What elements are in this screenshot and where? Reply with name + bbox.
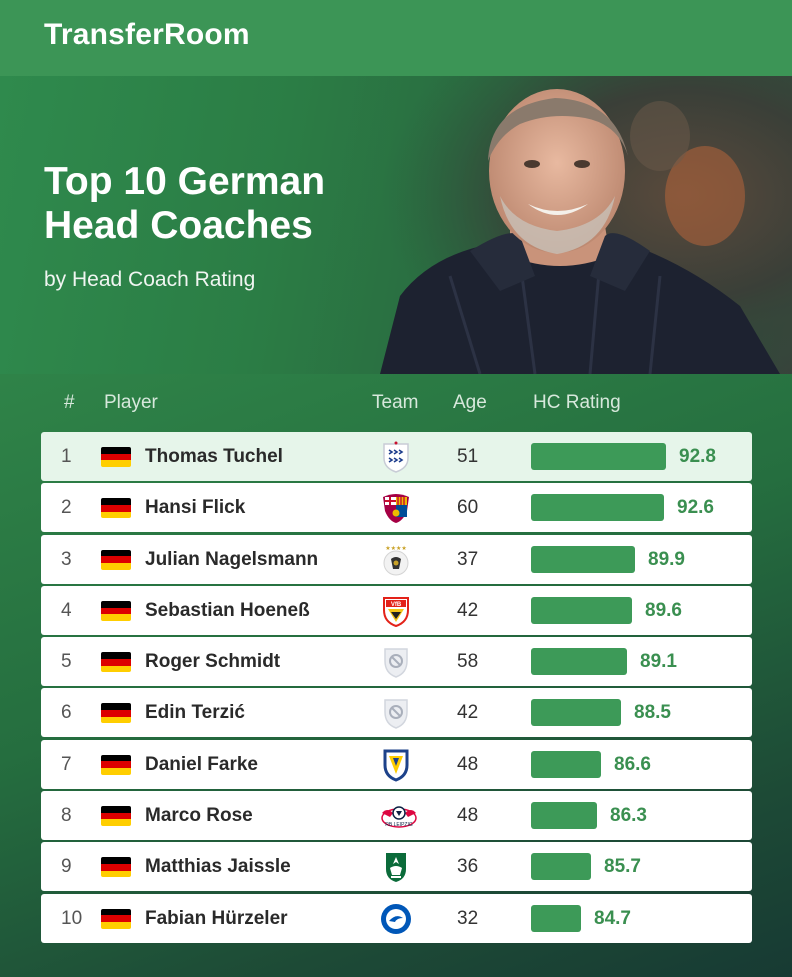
page-subtitle: by Head Coach Rating	[44, 268, 256, 291]
row-rating: 92.6	[677, 497, 714, 519]
leeds-crest-icon	[379, 748, 413, 782]
row-rating: 86.3	[610, 805, 647, 827]
table-row: 6 Edin Terzić 42 88.5	[41, 688, 752, 738]
row-player-name: Thomas Tuchel	[145, 446, 283, 467]
row-player-name: Edin Terzić	[145, 702, 245, 724]
rating-bar	[531, 853, 591, 881]
row-player-name: Daniel Farke	[145, 753, 258, 775]
svg-text:RB LEIPZIG: RB LEIPZIG	[385, 822, 413, 828]
table-row: 10 Fabian Hürzeler 32 84.7	[41, 893, 752, 943]
svg-text:VfB: VfB	[391, 602, 402, 608]
row-rating: 86.6	[614, 753, 651, 775]
page-title: Top 10 German Head Coaches	[44, 160, 384, 248]
table-row: 8 Marco Rose RB LEIPZIG 48 86.3	[41, 791, 752, 841]
row-player-name: Roger Schmidt	[145, 651, 281, 673]
row-age: 42	[457, 599, 479, 621]
row-rank: 9	[61, 856, 72, 878]
row-age: 58	[457, 651, 479, 673]
row-age: 51	[457, 446, 479, 467]
header-team: Team	[372, 392, 419, 413]
row-rank: 1	[61, 446, 72, 467]
al-ahli-crest-icon	[379, 850, 413, 884]
barcelona-crest-icon	[379, 491, 413, 525]
row-rating: 84.7	[594, 907, 631, 929]
germany-flag-icon	[101, 498, 131, 519]
germany-flag-icon	[101, 703, 131, 724]
row-rank: 7	[61, 753, 72, 775]
germany-flag-icon	[101, 447, 131, 467]
row-rank: 4	[61, 599, 72, 621]
germany-flag-icon	[101, 549, 131, 570]
table-row: 1 Thomas Tuchel 51 92.8	[41, 432, 752, 481]
row-age: 48	[457, 805, 479, 827]
row-age: 42	[457, 702, 479, 724]
svg-text:★★★★: ★★★★	[385, 545, 407, 552]
rating-bar	[531, 596, 632, 624]
row-rank: 10	[61, 907, 83, 929]
row-player-name: Sebastian Hoeneß	[145, 599, 310, 621]
row-age: 32	[457, 907, 479, 929]
table-row: 9 Matthias Jaissle 36 85.7	[41, 842, 752, 892]
rating-bar	[531, 494, 664, 522]
germany-flag-icon	[101, 600, 131, 621]
row-rating: 89.1	[640, 651, 677, 673]
germany-crest-icon: ★★★★	[379, 543, 413, 577]
row-rating: 92.8	[679, 446, 716, 467]
table-row: 5 Roger Schmidt 58 89.1	[41, 637, 752, 687]
unavailable-crest-icon	[379, 645, 413, 679]
page-title-line-2: Head Coaches	[44, 204, 313, 247]
table-row: 2 Hansi Flick 60 92.6	[41, 483, 752, 533]
top-bar: TransferRoom	[0, 0, 792, 76]
leipzig-crest-icon: RB LEIPZIG	[379, 799, 417, 833]
germany-flag-icon	[101, 754, 131, 775]
row-age: 37	[457, 548, 479, 570]
brand-logo: TransferRoom	[44, 18, 250, 51]
row-player-name: Fabian Hürzeler	[145, 907, 288, 929]
rating-bar	[531, 699, 621, 727]
header-player: Player	[104, 392, 158, 413]
row-age: 60	[457, 497, 479, 519]
coach-portrait-photo	[360, 76, 792, 374]
brighton-crest-icon	[379, 902, 413, 936]
row-age: 36	[457, 856, 479, 878]
rating-bar	[531, 443, 666, 470]
row-rating: 85.7	[604, 856, 641, 878]
rankings-table: # Player Team Age HC Rating 1 Thomas Tuch…	[0, 374, 792, 977]
unavailable-crest-icon	[379, 696, 413, 730]
row-player-name: Julian Nagelsmann	[145, 548, 319, 570]
header-rank: #	[64, 392, 75, 413]
table-body: 1 Thomas Tuchel 51 92.8 2 Hansi Flick 60 92.6 3 J…	[41, 432, 752, 945]
rating-bar	[531, 802, 597, 830]
row-rank: 5	[61, 651, 72, 673]
england-crest-icon	[379, 440, 413, 474]
header-hc-rating: HC Rating	[533, 392, 621, 413]
stuttgart-crest-icon: VfB	[379, 594, 413, 628]
row-rating: 89.6	[645, 599, 682, 621]
rating-bar	[531, 648, 627, 676]
row-rating: 88.5	[634, 702, 671, 724]
table-row: 4 Sebastian Hoeneß VfB 42 89.6	[41, 585, 752, 635]
row-age: 48	[457, 753, 479, 775]
row-rank: 2	[61, 497, 72, 519]
row-rank: 6	[61, 702, 72, 724]
table-row: 7 Daniel Farke 48 86.6	[41, 739, 752, 789]
table-row: 3 Julian Nagelsmann ★★★★ 37 89.9	[41, 534, 752, 584]
row-player-name: Marco Rose	[145, 805, 253, 827]
row-player-name: Matthias Jaissle	[145, 856, 291, 878]
hero-banner: Top 10 German Head Coaches by Head Coach…	[0, 76, 792, 374]
germany-flag-icon	[101, 908, 131, 929]
rating-bar	[531, 904, 581, 932]
row-player-name: Hansi Flick	[145, 497, 246, 519]
header-age: Age	[453, 392, 487, 413]
germany-flag-icon	[101, 652, 131, 673]
rating-bar	[531, 750, 601, 778]
row-rank: 8	[61, 805, 72, 827]
page-title-line-1: Top 10 German	[44, 160, 326, 203]
rating-bar	[531, 545, 635, 573]
germany-flag-icon	[101, 806, 131, 827]
row-rank: 3	[61, 548, 72, 570]
row-rating: 89.9	[648, 548, 685, 570]
germany-flag-icon	[101, 857, 131, 878]
